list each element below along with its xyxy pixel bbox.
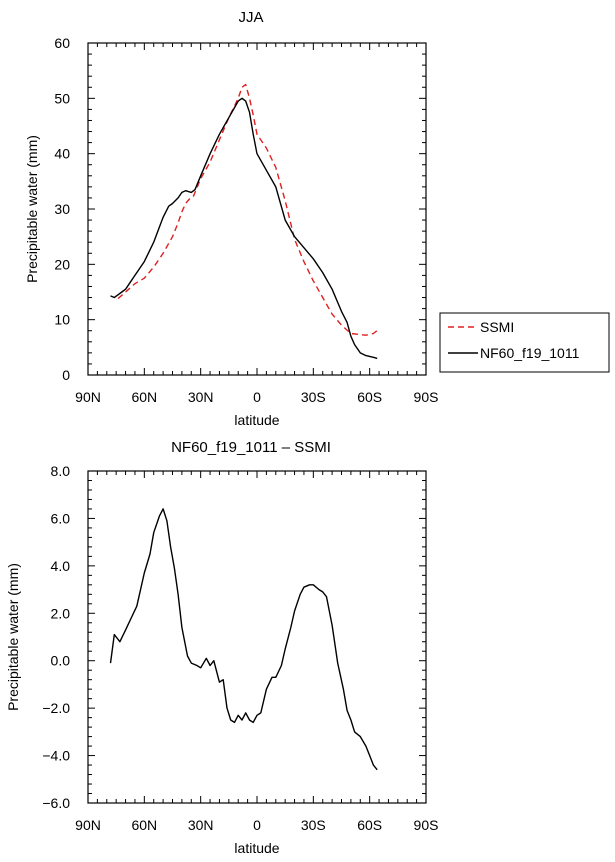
y-tick-label: 8.0 [51, 463, 71, 479]
x-tick-label: 90N [75, 817, 101, 833]
panel-2-title: NF60_f19_1011 – SSMI [171, 439, 331, 456]
panel-2-y-axis-label: Precipitable water (mm) [5, 563, 21, 711]
panel-2-x-axis-label: latitude [234, 840, 279, 856]
series-line-difference [109, 508, 378, 771]
panel-2-frame [87, 470, 427, 804]
panel-2-series [109, 508, 378, 771]
y-tick-label: 4.0 [51, 558, 71, 574]
y-tick-label: 20 [54, 256, 70, 272]
x-tick-label: 0 [253, 389, 261, 405]
panel-1-y-tick-labels: 0 10 20 30 40 50 60 [54, 35, 70, 383]
x-tick-label: 30S [301, 389, 326, 405]
panel-2-ticks [87, 470, 427, 804]
x-tick-label: 0 [253, 817, 261, 833]
panel-1-series [110, 83, 380, 360]
panel-2-x-tick-labels: 90N 60N 30N 0 30S 60S 90S [75, 817, 438, 833]
y-tick-label: 6.0 [51, 510, 71, 526]
panel-1-x-axis-label: latitude [234, 412, 279, 428]
panel-2-y-tick-labels: −6.0 −4.0 −2.0 0.0 2.0 4.0 6.0 8.0 [42, 463, 70, 811]
y-tick-label: 60 [54, 35, 70, 51]
y-tick-label: −2.0 [42, 700, 70, 716]
x-tick-label: 30N [188, 817, 214, 833]
panel-1-ticks [87, 42, 427, 376]
y-tick-label: 2.0 [51, 605, 71, 621]
y-tick-label: −6.0 [42, 795, 70, 811]
x-tick-label: 90S [414, 817, 439, 833]
panel-2: NF60_f19_1011 – SSMI 90N 60N 30N 0 30S 60S 90S… [5, 439, 438, 856]
x-tick-label: 30S [301, 817, 326, 833]
y-tick-label: 40 [54, 146, 70, 162]
y-tick-label: 0.0 [51, 653, 71, 669]
series-line-ssmi [117, 83, 380, 336]
y-tick-label: 50 [54, 90, 70, 106]
legend-label-nf60: NF60_f19_1011 [480, 345, 580, 361]
x-tick-label: 60S [357, 817, 382, 833]
legend: SSMI NF60_f19_1011 [439, 312, 610, 373]
x-tick-label: 90N [75, 389, 101, 405]
x-tick-label: 90S [414, 389, 439, 405]
series-line-nf60-f19-1011 [110, 97, 378, 360]
panel-1-title: JJA [238, 9, 263, 26]
panel-1-frame [87, 42, 427, 376]
panel-1-y-axis-label: Precipitable water (mm) [24, 135, 40, 283]
panel-1-x-tick-labels: 90N 60N 30N 0 30S 60S 90S [75, 389, 438, 405]
x-tick-label: 60S [357, 389, 382, 405]
legend-label-ssmi: SSMI [480, 319, 514, 335]
y-tick-label: 30 [54, 201, 70, 217]
x-tick-label: 60N [131, 817, 157, 833]
y-tick-label: 0 [62, 367, 70, 383]
legend-box [439, 312, 610, 373]
panel-1: JJA 90N 60N 30N 0 30S 60S 90S 0 10 20 30 40 50 60 la… [24, 9, 438, 428]
y-tick-label: −4.0 [42, 748, 70, 764]
y-tick-label: 10 [54, 312, 70, 328]
x-tick-label: 60N [131, 389, 157, 405]
x-tick-label: 30N [188, 389, 214, 405]
